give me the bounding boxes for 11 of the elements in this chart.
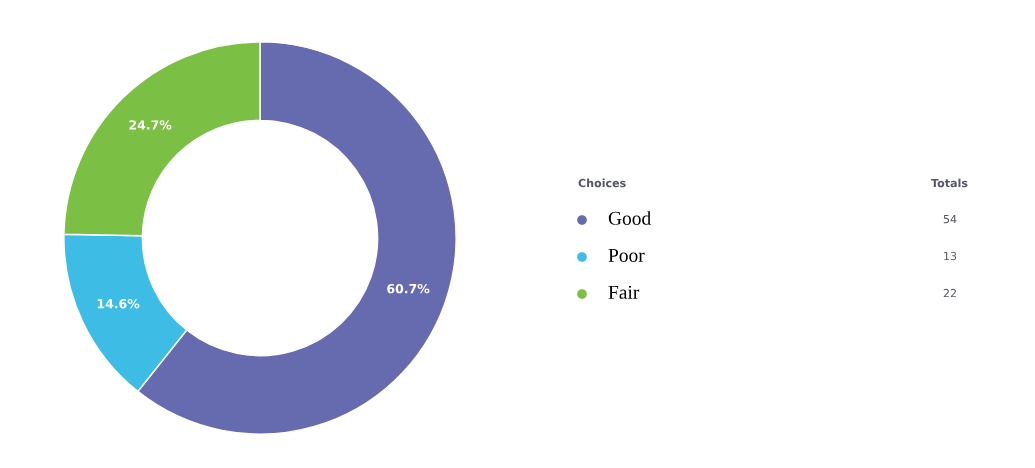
text: Totals: [931, 178, 968, 188]
data-label: 60.7%: [387, 283, 430, 294]
legend-title: Choices: [578, 178, 626, 188]
data-label: 24.7%: [129, 120, 172, 130]
text: 22: [943, 288, 956, 298]
legend-label: Good: [608, 211, 651, 225]
data-label: 14.6%: [97, 298, 140, 309]
text: 13: [944, 251, 957, 261]
legend-label: Fair: [608, 285, 640, 299]
text: 54: [943, 214, 957, 224]
legend-label: Poor: [608, 248, 645, 262]
